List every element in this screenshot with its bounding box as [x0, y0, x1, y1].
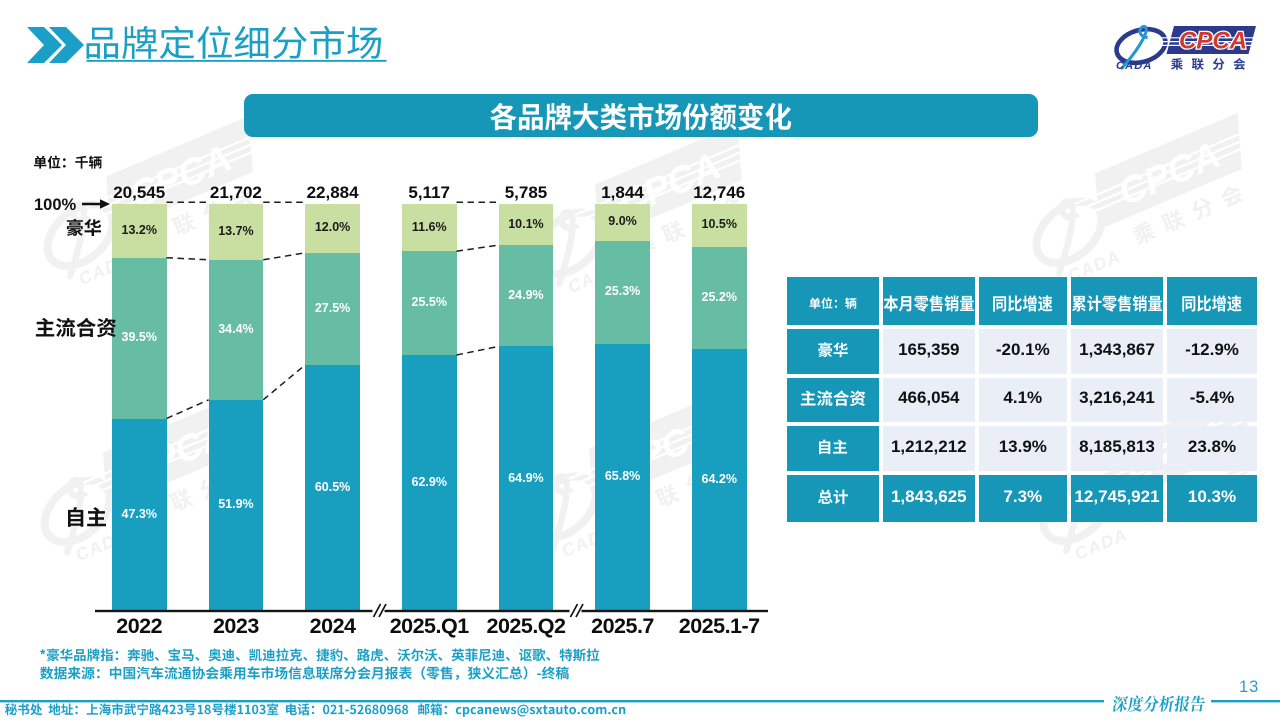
svg-text:CADA: CADA	[1116, 60, 1153, 72]
svg-text:CPCA: CPCA	[1179, 28, 1247, 55]
